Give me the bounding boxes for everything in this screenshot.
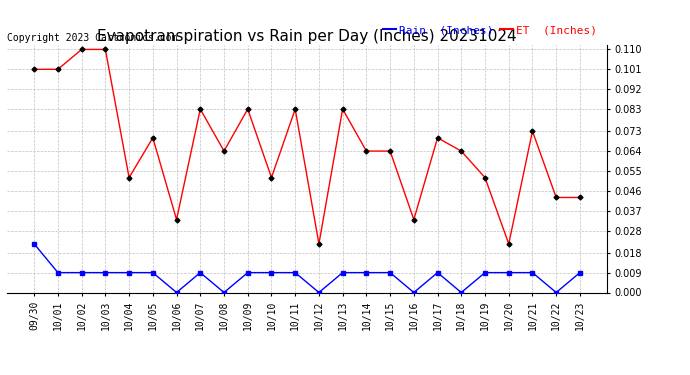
Legend: Rain  (Inches), ET  (Inches): Rain (Inches), ET (Inches): [378, 21, 602, 40]
Text: Copyright 2023 Cartronics.com: Copyright 2023 Cartronics.com: [7, 33, 177, 42]
Title: Evapotranspiration vs Rain per Day (Inches) 20231024: Evapotranspiration vs Rain per Day (Inch…: [97, 29, 517, 44]
